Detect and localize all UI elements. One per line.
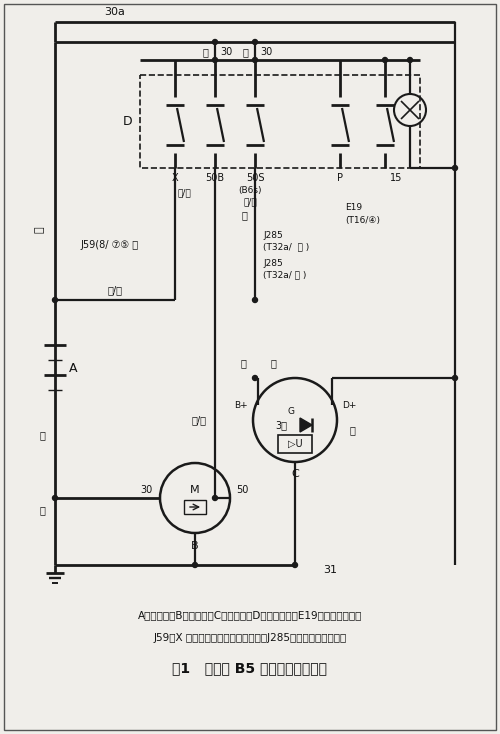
Text: 30: 30 bbox=[220, 47, 232, 57]
Text: 红: 红 bbox=[241, 210, 247, 220]
Circle shape bbox=[452, 376, 458, 380]
Text: 黑: 黑 bbox=[39, 430, 45, 440]
Text: (T32a/ ⑫ ): (T32a/ ⑫ ) bbox=[263, 271, 306, 280]
Text: 图1   帕萨特 B5 轿车启动系统电路: 图1 帕萨特 B5 轿车启动系统电路 bbox=[172, 661, 328, 675]
Text: 3～: 3～ bbox=[275, 420, 287, 430]
Text: 30a: 30a bbox=[104, 7, 126, 17]
Bar bbox=[140, 75, 420, 168]
Circle shape bbox=[252, 376, 258, 380]
Text: 红/黑: 红/黑 bbox=[192, 415, 207, 425]
Circle shape bbox=[212, 495, 218, 501]
Text: 50: 50 bbox=[236, 485, 248, 495]
Text: P: P bbox=[337, 173, 343, 183]
Circle shape bbox=[212, 40, 218, 45]
Text: 红: 红 bbox=[202, 47, 208, 57]
Circle shape bbox=[52, 495, 58, 501]
Text: A: A bbox=[69, 362, 78, 374]
Circle shape bbox=[192, 562, 198, 567]
Text: 灰/黄: 灰/黄 bbox=[243, 197, 257, 206]
Text: 棕/黑: 棕/黑 bbox=[178, 189, 192, 197]
Circle shape bbox=[382, 57, 388, 62]
Text: 31: 31 bbox=[323, 565, 337, 575]
Text: J59(8/ ⑦⑤ ）: J59(8/ ⑦⑤ ） bbox=[80, 240, 138, 250]
Text: B: B bbox=[191, 541, 199, 551]
Text: 黑: 黑 bbox=[39, 505, 45, 515]
Text: 15: 15 bbox=[390, 173, 402, 183]
Text: E19: E19 bbox=[345, 203, 362, 213]
Text: 30: 30 bbox=[140, 485, 152, 495]
Circle shape bbox=[292, 562, 298, 567]
Circle shape bbox=[212, 57, 218, 62]
Text: D+: D+ bbox=[342, 401, 356, 410]
Bar bbox=[278, 435, 312, 453]
Text: J59－X 触点继电器（卸荷继电器）；J285－组合仪表控制单元: J59－X 触点继电器（卸荷继电器）；J285－组合仪表控制单元 bbox=[154, 633, 346, 643]
Text: A－蓄电池；B－起动机；C－发电机；D－点火开关；E19－停车灯开关；: A－蓄电池；B－起动机；C－发电机；D－点火开关；E19－停车灯开关； bbox=[138, 610, 362, 620]
Text: 50B: 50B bbox=[206, 173, 225, 183]
Text: 30: 30 bbox=[260, 47, 272, 57]
Text: G: G bbox=[288, 407, 294, 416]
Polygon shape bbox=[300, 418, 312, 432]
Circle shape bbox=[52, 297, 58, 302]
Text: X: X bbox=[172, 173, 178, 183]
Bar bbox=[184, 500, 206, 514]
Text: 红/黑: 红/黑 bbox=[108, 285, 122, 295]
Text: 红: 红 bbox=[242, 47, 248, 57]
Text: J285: J285 bbox=[263, 258, 283, 267]
Circle shape bbox=[252, 297, 258, 302]
Text: (T32a/  ㉚ ): (T32a/ ㉚ ) bbox=[263, 242, 309, 252]
Text: 蓝: 蓝 bbox=[270, 358, 276, 368]
Text: (B6s): (B6s) bbox=[238, 186, 262, 195]
Circle shape bbox=[452, 165, 458, 170]
Text: D: D bbox=[122, 115, 132, 128]
Text: 黑: 黑 bbox=[240, 358, 246, 368]
Text: 红: 红 bbox=[35, 227, 45, 233]
Text: (T16/④): (T16/④) bbox=[345, 216, 380, 225]
Text: 黑: 黑 bbox=[349, 425, 355, 435]
Text: J285: J285 bbox=[263, 230, 283, 239]
Text: M: M bbox=[190, 485, 200, 495]
Text: B+: B+ bbox=[234, 401, 248, 410]
Circle shape bbox=[252, 57, 258, 62]
Text: 50S: 50S bbox=[246, 173, 264, 183]
Circle shape bbox=[252, 40, 258, 45]
Text: ▷U: ▷U bbox=[288, 439, 302, 449]
Circle shape bbox=[408, 57, 412, 62]
Text: C: C bbox=[291, 469, 299, 479]
